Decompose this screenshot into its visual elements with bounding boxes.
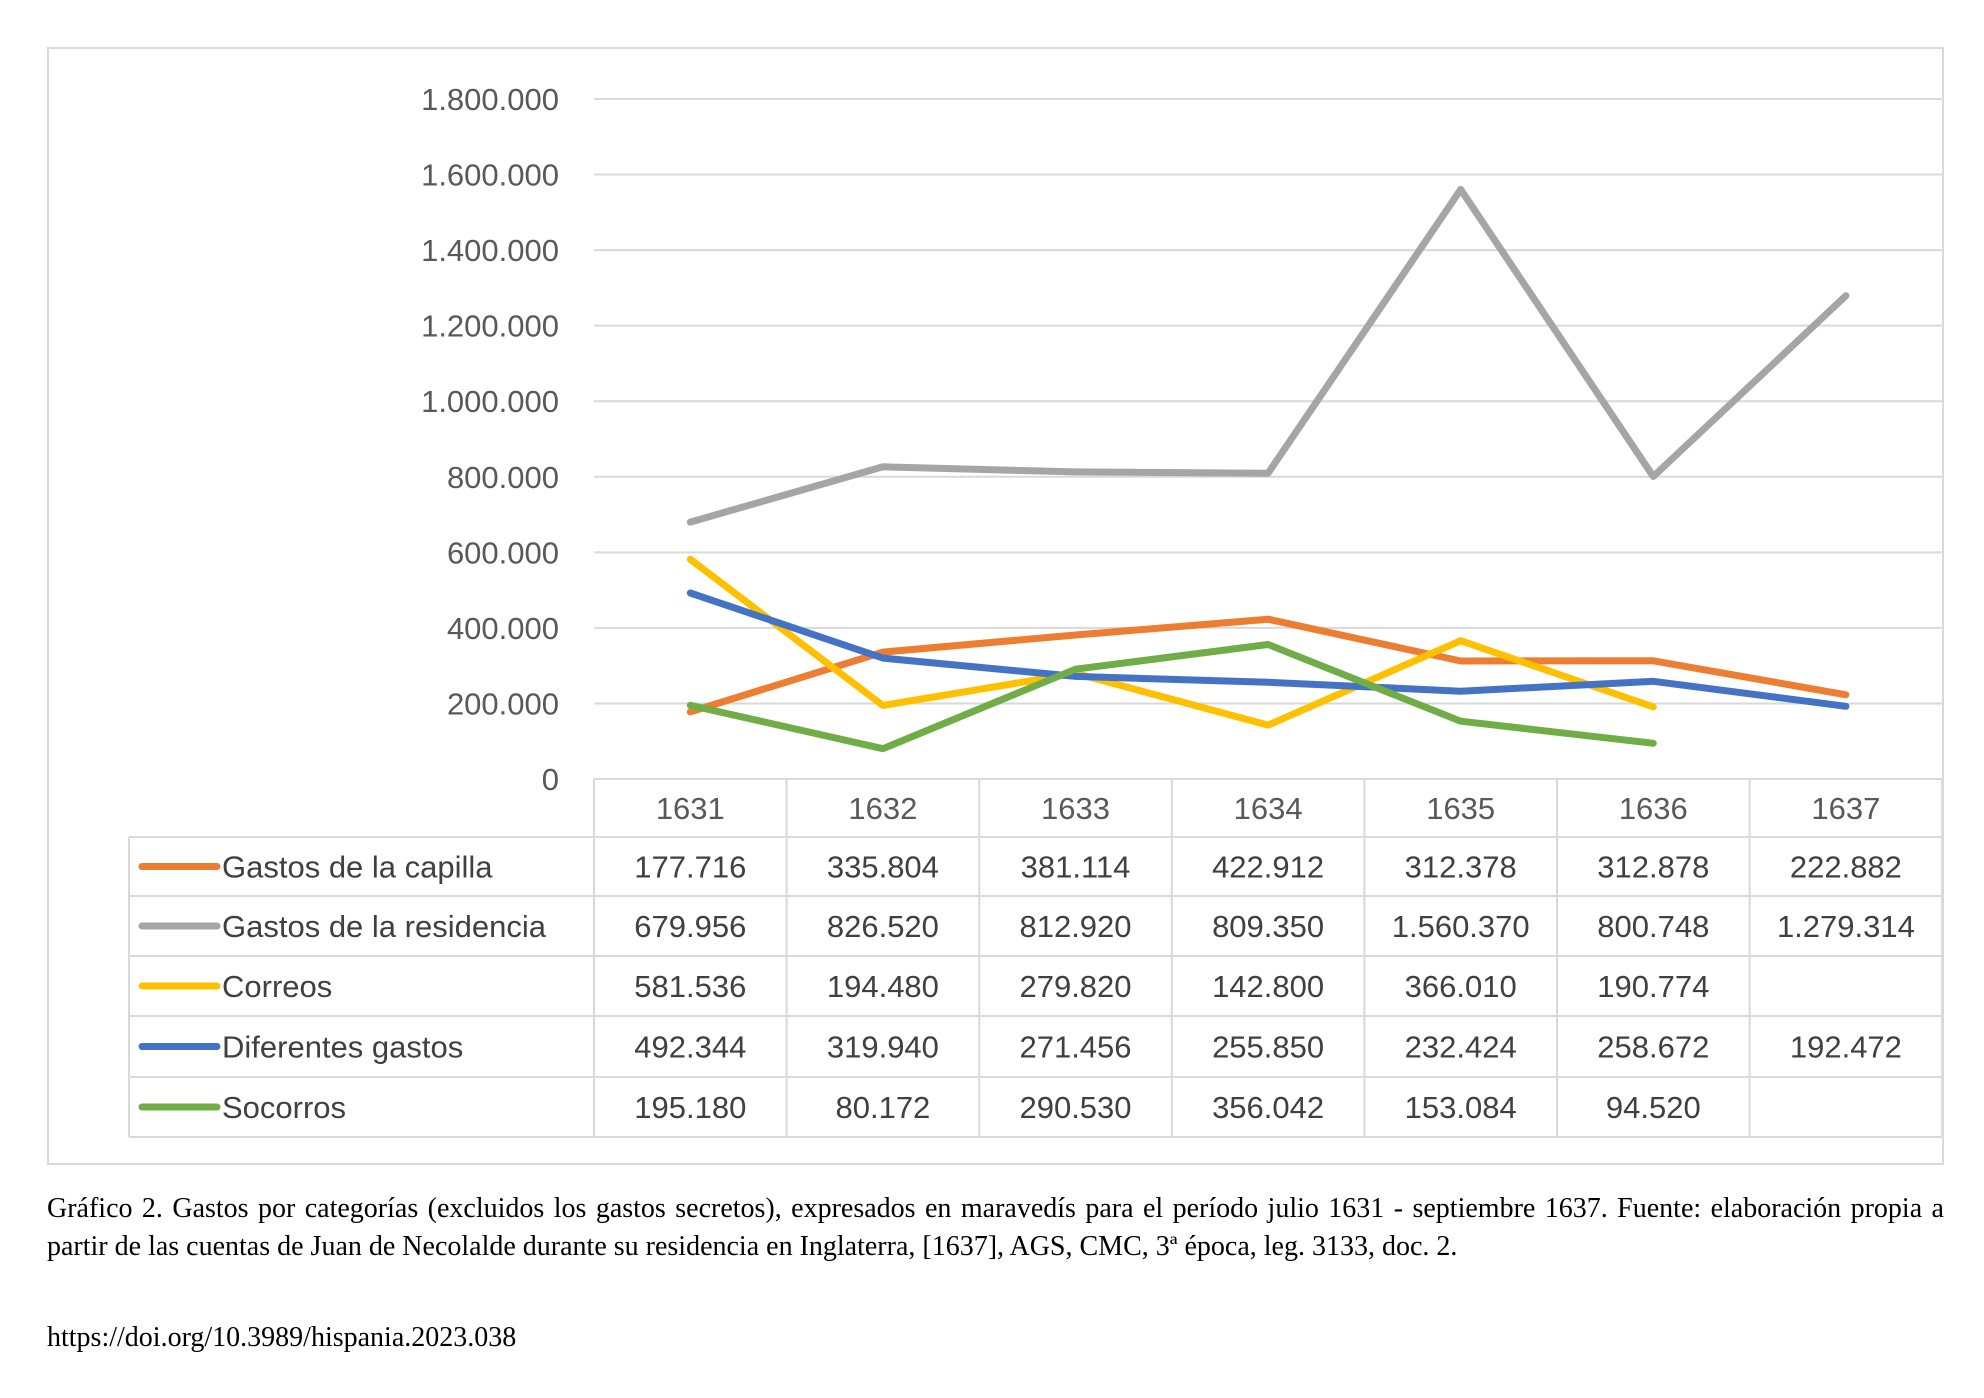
y-tick-label: 1.000.000: [421, 384, 559, 419]
data-label: 492.344: [634, 1030, 746, 1065]
data-label: 222.882: [1790, 850, 1902, 885]
x-tick-label: 1636: [1619, 791, 1688, 826]
series-line-4: [686, 641, 1657, 753]
y-tick-label: 0: [542, 762, 559, 797]
data-label: 800.748: [1597, 909, 1709, 944]
series-line-1: [686, 186, 1850, 526]
y-tick-label: 400.000: [447, 611, 559, 646]
x-tick-label: 1637: [1811, 791, 1880, 826]
data-label: 255.850: [1212, 1030, 1324, 1065]
data-label: 1.279.314: [1777, 909, 1915, 944]
y-tick-label: 200.000: [447, 686, 559, 721]
data-label: 142.800: [1212, 969, 1324, 1004]
data-label: 366.010: [1405, 969, 1517, 1004]
series-line-3: [686, 589, 1850, 710]
data-label: 195.180: [634, 1090, 746, 1125]
data-label: 826.520: [827, 909, 939, 944]
doi-link[interactable]: https://doi.org/10.3989/hispania.2023.03…: [47, 1322, 517, 1353]
y-tick-label: 1.800.000: [421, 82, 559, 117]
data-label: 422.912: [1212, 850, 1324, 885]
x-tick-label: 1634: [1234, 791, 1303, 826]
data-label: 258.672: [1597, 1030, 1709, 1065]
legend-label: Gastos de la residencia: [222, 909, 547, 944]
data-label: 1.560.370: [1392, 909, 1530, 944]
data-label: 679.956: [634, 909, 746, 944]
data-label: 177.716: [634, 850, 746, 885]
data-label: 94.520: [1606, 1090, 1701, 1125]
line-chart: 0 200.000 400.000 600.000 800.000 1.000.000 1.…: [128, 82, 1942, 1138]
data-label: 190.774: [1597, 969, 1709, 1004]
y-tick-label: 1.400.000: [421, 233, 559, 268]
data-label: 192.472: [1790, 1030, 1902, 1065]
x-tick-label: 1635: [1426, 791, 1495, 826]
data-label: 335.804: [827, 850, 939, 885]
x-tick-label: 1633: [1041, 791, 1110, 826]
legend-label: Correos: [222, 969, 332, 1004]
data-label: 232.424: [1405, 1030, 1517, 1065]
x-tick-label: 1631: [656, 791, 725, 826]
series-line-2: [686, 555, 1657, 729]
legend-label: Socorros: [222, 1090, 346, 1125]
legend-label: Gastos de la capilla: [222, 850, 493, 885]
series-line-0: [686, 615, 1850, 716]
data-label: 312.878: [1597, 850, 1709, 885]
data-label: 80.172: [835, 1090, 930, 1125]
legend-label: Diferentes gastos: [222, 1030, 463, 1065]
chart-frame: 0 200.000 400.000 600.000 800.000 1.000.000 1.…: [47, 47, 1944, 1165]
x-tick-label: 1632: [848, 791, 917, 826]
data-label: 279.820: [1019, 969, 1131, 1004]
data-label: 356.042: [1212, 1090, 1324, 1125]
figure-caption: Gráfico 2. Gastos por categorías (exclui…: [47, 1193, 1944, 1262]
data-label: 581.536: [634, 969, 746, 1004]
data-label: 153.084: [1405, 1090, 1517, 1125]
y-tick-label: 1.200.000: [421, 309, 559, 344]
data-label: 290.530: [1019, 1090, 1131, 1125]
data-label: 812.920: [1019, 909, 1131, 944]
data-label: 319.940: [827, 1030, 939, 1065]
data-label: 312.378: [1405, 850, 1517, 885]
y-tick-label: 1.600.000: [421, 158, 559, 193]
y-tick-label: 600.000: [447, 535, 559, 570]
data-label: 271.456: [1019, 1030, 1131, 1065]
data-label: 809.350: [1212, 909, 1324, 944]
data-label: 381.114: [1021, 850, 1131, 885]
y-tick-label: 800.000: [447, 460, 559, 495]
data-label: 194.480: [827, 969, 939, 1004]
